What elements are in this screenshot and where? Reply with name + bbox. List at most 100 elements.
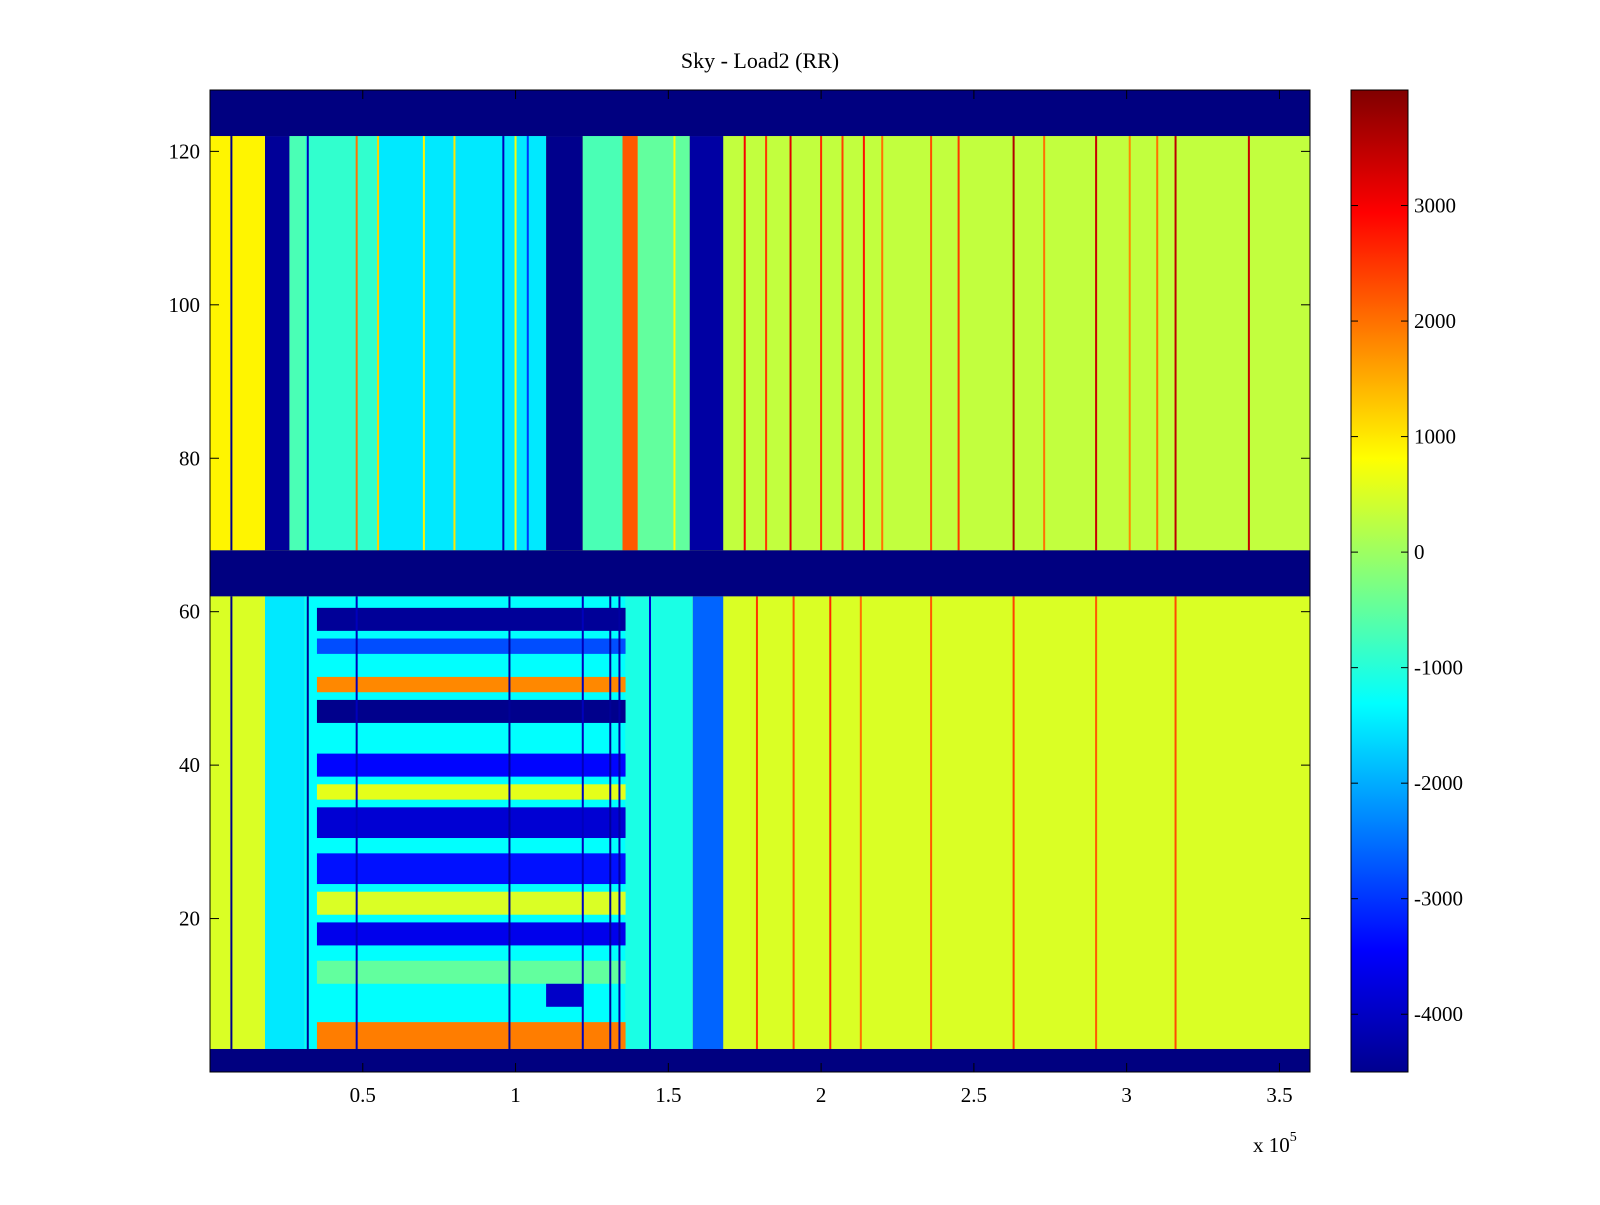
- x-exponent-base: x 10: [1253, 1133, 1290, 1157]
- heatmap-lower-line: [508, 596, 511, 1049]
- heatmap-lower-line: [355, 596, 358, 1049]
- y-tick-label: 120: [169, 139, 201, 163]
- heatmap-upper-line: [862, 136, 865, 551]
- y-tick-label: 100: [169, 293, 201, 317]
- heatmap-masked-row: [210, 550, 1310, 597]
- heatmap-upper-column: [637, 136, 690, 551]
- heatmap-masked-row: [210, 90, 1310, 137]
- x-axis: 0.5 1 1.5 2 2.5 3 3.5: [350, 90, 1293, 1107]
- colorbar-tick-label: 0: [1414, 540, 1425, 564]
- heatmap-upper-line: [453, 136, 456, 551]
- heatmap-lower-line: [1012, 596, 1015, 1049]
- colorbar-tick-label: -2000: [1414, 771, 1463, 795]
- colorbar-tick-label: 2000: [1414, 309, 1456, 333]
- heatmap-row-stripe: [316, 891, 626, 915]
- heatmap-upper-column: [265, 136, 290, 551]
- heatmap-lower-line: [649, 596, 651, 1049]
- heatmap-upper-column: [378, 136, 547, 551]
- heatmap-upper-line: [526, 136, 529, 551]
- x-tick-label: 1: [510, 1083, 521, 1107]
- heatmap-upper-column: [546, 136, 583, 551]
- heatmap-upper-line: [1156, 136, 1159, 551]
- x-tick-label: 3.5: [1266, 1083, 1292, 1107]
- heatmap-lower-line: [859, 596, 862, 1049]
- heatmap-upper-line: [514, 136, 517, 551]
- colorbar-tick-label: 1000: [1414, 425, 1456, 449]
- heatmap-upper-line: [1128, 136, 1131, 551]
- heatmap-lower-column: [210, 596, 265, 1049]
- heatmap-upper-line: [957, 136, 960, 551]
- heatmap-upper-line: [502, 136, 505, 551]
- heatmap-lower-line: [755, 596, 758, 1049]
- heatmap-lower-line: [792, 596, 795, 1049]
- heatmap-row-stripe: [546, 983, 583, 1007]
- heatmap-row-stripe: [316, 753, 626, 777]
- heatmap-upper-column: [210, 136, 265, 551]
- heatmap-row-stripe: [316, 638, 626, 654]
- colorbar-ticks: 3000 2000 1000 0 -1000 -2000 -3000 -4000: [1351, 194, 1463, 1026]
- heatmap-upper-line: [422, 136, 425, 551]
- chart-title: Sky - Load2 (RR): [681, 48, 839, 73]
- x-exponent-power: 5: [1290, 1130, 1297, 1145]
- heatmap-upper-line: [673, 136, 676, 551]
- heatmap-lower-column: [625, 596, 693, 1049]
- y-tick-label: 80: [179, 446, 200, 470]
- heatmap-lower-line: [581, 596, 584, 1049]
- x-tick-label: 0.5: [350, 1083, 376, 1107]
- heatmap-upper-line: [1095, 136, 1098, 551]
- heatmap-lower-line: [230, 596, 233, 1049]
- heatmap-lower-line: [829, 596, 832, 1049]
- heatmap-upper-line: [1247, 136, 1250, 551]
- heatmap-lower-line: [306, 596, 309, 1049]
- plot-area: [210, 90, 1310, 1072]
- heatmap-row-stripe: [316, 1022, 626, 1049]
- heatmap-upper-line: [841, 136, 844, 551]
- heatmap-upper-column: [582, 136, 623, 551]
- heatmap-masked-row: [210, 1048, 1310, 1072]
- colorbar-frame: [1350, 89, 1409, 1073]
- plot-frame: [209, 89, 1311, 1073]
- heatmap-upper-line: [306, 136, 309, 551]
- colorbar-tick-label: -3000: [1414, 887, 1463, 911]
- heatmap-row-stripe: [316, 807, 626, 839]
- colorbar-tick-label: -1000: [1414, 656, 1463, 680]
- heatmap-upper-line: [1043, 136, 1046, 551]
- heatmap-row-stripe: [316, 960, 626, 984]
- heatmap-upper-line: [930, 136, 933, 551]
- x-tick-label: 2.5: [961, 1083, 987, 1107]
- heatmap-lower-line: [930, 596, 933, 1049]
- y-tick-label: 60: [179, 600, 200, 624]
- heatmap-upper-line: [355, 136, 358, 551]
- x-tick-label: 2: [816, 1083, 827, 1107]
- x-exponent-label: x 105: [1253, 1130, 1297, 1157]
- heatmap-lower-column: [265, 596, 305, 1049]
- heatmap-row-stripe: [316, 853, 626, 885]
- heatmap-lower-line: [1095, 596, 1098, 1049]
- heatmap-upper-line: [230, 136, 233, 551]
- y-tick-label: 20: [179, 907, 200, 931]
- y-axis: 20 40 60 80 100 120: [169, 139, 1310, 931]
- heatmap-row-stripe: [316, 922, 626, 946]
- heatmap-upper-line: [881, 136, 884, 551]
- x-tick-label: 1.5: [655, 1083, 681, 1107]
- heatmap-upper-column: [689, 136, 724, 551]
- heatmap-upper-column: [723, 136, 1310, 551]
- heatmap-row-stripe: [316, 784, 626, 800]
- colorbar: 3000 2000 1000 0 -1000 -2000 -3000 -4000: [1350, 89, 1463, 1073]
- heatmap-upper-line: [1012, 136, 1015, 551]
- heatmap-lower-column: [692, 596, 724, 1049]
- colorbar-tick-label: -4000: [1414, 1002, 1463, 1026]
- y-tick-label: 40: [179, 753, 200, 777]
- heatmap-upper-column: [622, 136, 638, 551]
- x-tick-label: 3: [1121, 1083, 1132, 1107]
- heatmap-lower-column: [723, 596, 1310, 1049]
- colorbar-gradient: [1351, 90, 1408, 1072]
- heatmap-row-stripe: [316, 676, 626, 693]
- heatmap-lower-line: [1174, 596, 1177, 1049]
- heatmap-upper-column: [289, 136, 305, 551]
- heatmap-lower-line: [618, 596, 621, 1049]
- heatmap-upper-line: [743, 136, 746, 551]
- heatmap-row-stripe: [316, 607, 626, 631]
